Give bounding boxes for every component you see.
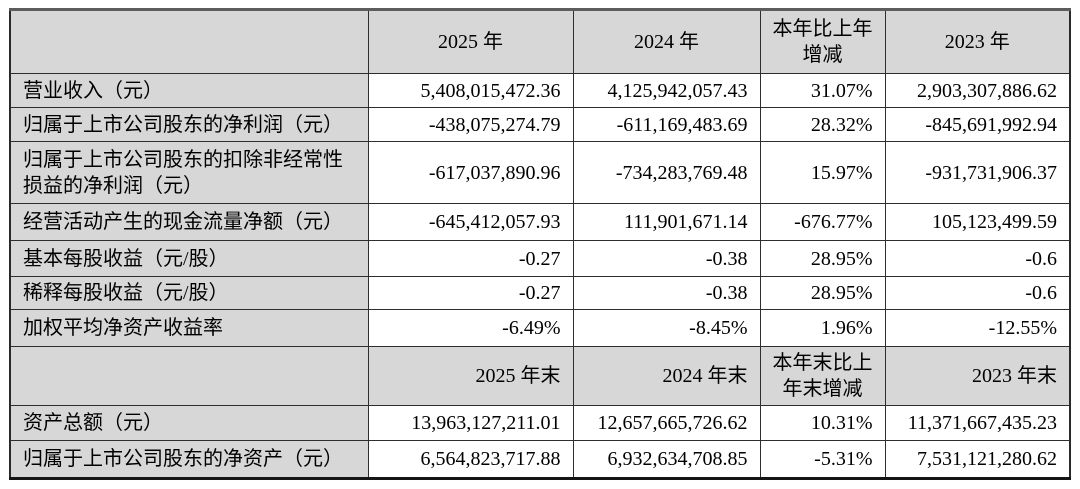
row-label: 基本每股收益（元/股） [9,240,369,277]
cell-value: 7,531,121,280.62 [884,440,1071,479]
cell-value: 111,901,671.14 [572,203,761,241]
col-header-yoy-end-change: 本年末比上 年末增减 [759,346,886,406]
cell-value: -0.38 [572,240,761,277]
cell-value: -5.31% [759,440,886,479]
cell-value: -734,283,769.48 [572,141,761,204]
col-header-2023: 2023 年 [884,9,1071,74]
row-label: 归属于上市公司股东的净利润（元） [9,107,369,142]
cell-value: -0.27 [367,240,574,277]
row-label: 资产总额（元） [9,405,369,441]
period-end-header-row: 2025 年末 2024 年末 本年末比上 年末增减 2023 年末 [9,346,1071,406]
cell-value: -0.38 [572,276,761,310]
row-label: 稀释每股收益（元/股） [9,276,369,310]
cell-value: 1.96% [759,309,886,347]
col-header-2025: 2025 年 [367,9,574,74]
period-header-row: 2025 年 2024 年 本年比上年 增减 2023 年 [9,9,1071,74]
row-label: 归属于上市公司股东的扣除非经常性 损益的净利润（元） [9,141,369,204]
cell-value: 10.31% [759,405,886,441]
table-row-weighted-avg-roe: 加权平均净资产收益率 -6.49% -8.45% 1.96% -12.55% [9,309,1071,347]
cell-value: 11,371,667,435.23 [884,405,1071,441]
cell-value: -845,691,992.94 [884,107,1071,142]
cell-value: -6.49% [367,309,574,347]
cell-value: -0.6 [884,276,1071,310]
cell-value: -8.45% [572,309,761,347]
table-row-total-assets: 资产总额（元） 13,963,127,211.01 12,657,665,726… [9,405,1071,441]
cell-value: 5,408,015,472.36 [367,73,574,108]
cell-value: 28.95% [759,276,886,310]
table-row-operating-cash-flow: 经营活动产生的现金流量净额（元） -645,412,057.93 111,901… [9,203,1071,241]
table-row-operating-revenue: 营业收入（元） 5,408,015,472.36 4,125,942,057.4… [9,73,1071,108]
cell-value: 28.95% [759,240,886,277]
col-header-yoy-change: 本年比上年 增减 [759,9,886,74]
cell-value: -645,412,057.93 [367,203,574,241]
cell-value: -676.77% [759,203,886,241]
col-header-2023-end: 2023 年末 [884,346,1071,406]
cell-value: -931,731,906.37 [884,141,1071,204]
cell-value: 13,963,127,211.01 [367,405,574,441]
cell-value: -0.6 [884,240,1071,277]
cell-value: -0.27 [367,276,574,310]
cell-value: 6,564,823,717.88 [367,440,574,479]
row-label: 营业收入（元） [9,73,369,108]
row-label: 归属于上市公司股东的净资产（元） [9,440,369,479]
cell-value: 28.32% [759,107,886,142]
table-row-net-profit: 归属于上市公司股东的净利润（元） -438,075,274.79 -611,16… [9,107,1071,142]
col-header-2024: 2024 年 [572,9,761,74]
cell-value: 15.97% [759,141,886,204]
cell-value: -438,075,274.79 [367,107,574,142]
blank-corner-cell [9,9,369,74]
row-label: 加权平均净资产收益率 [9,309,369,347]
cell-value: -12.55% [884,309,1071,347]
row-label: 经营活动产生的现金流量净额（元） [9,203,369,241]
financial-summary-table: 2025 年 2024 年 本年比上年 增减 2023 年 营业收入（元） 5,… [9,8,1071,480]
cell-value: -611,169,483.69 [572,107,761,142]
cell-value: 105,123,499.59 [884,203,1071,241]
table-row-net-profit-excl-nonrecurring: 归属于上市公司股东的扣除非经常性 损益的净利润（元） -617,037,890.… [9,141,1071,204]
cell-value: 2,903,307,886.62 [884,73,1071,108]
col-header-2024-end: 2024 年末 [572,346,761,406]
table-row-diluted-eps: 稀释每股收益（元/股） -0.27 -0.38 28.95% -0.6 [9,276,1071,310]
table-row-net-assets: 归属于上市公司股东的净资产（元） 6,564,823,717.88 6,932,… [9,440,1071,479]
blank-corner-cell [9,346,369,406]
cell-value: 12,657,665,726.62 [572,405,761,441]
cell-value: 31.07% [759,73,886,108]
cell-value: 6,932,634,708.85 [572,440,761,479]
table-row-basic-eps: 基本每股收益（元/股） -0.27 -0.38 28.95% -0.6 [9,240,1071,277]
cell-value: 4,125,942,057.43 [572,73,761,108]
col-header-2025-end: 2025 年末 [367,346,574,406]
cell-value: -617,037,890.96 [367,141,574,204]
